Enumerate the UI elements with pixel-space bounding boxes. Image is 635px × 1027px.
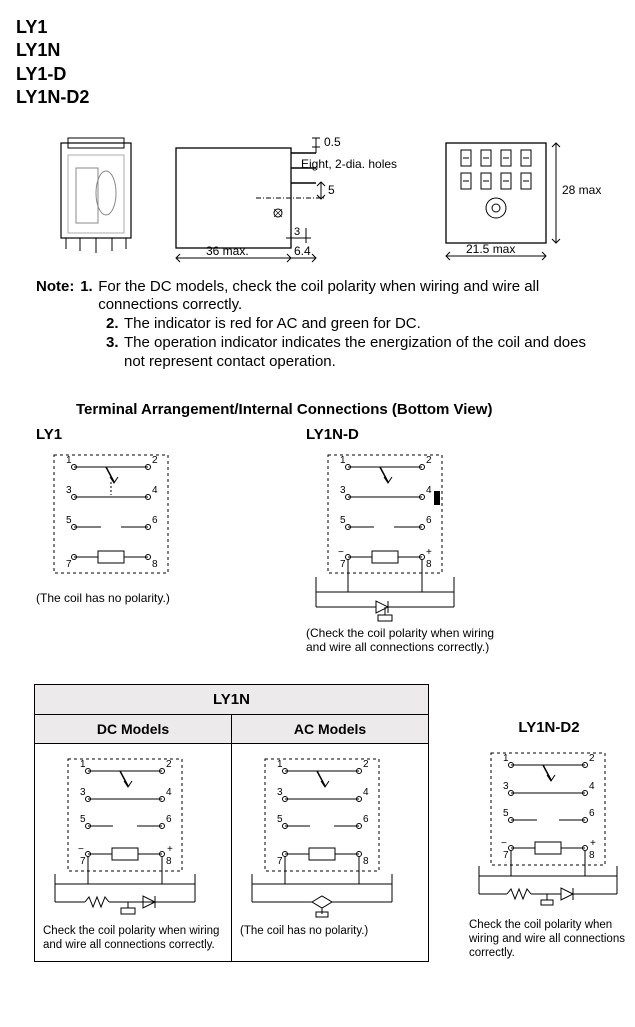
relay-footprint: 28 max 21.5 max [436, 128, 616, 268]
svg-text:+: + [590, 838, 596, 849]
note-number: 2. [106, 315, 124, 334]
schematic-ly1: 1 2 3 4 5 6 7 8 [36, 447, 186, 587]
svg-text:5: 5 [66, 515, 72, 526]
svg-text:5: 5 [277, 814, 283, 825]
schematic-label: LY1N-D [306, 426, 506, 443]
svg-text:2: 2 [166, 759, 172, 770]
schematic-ly1n-d: 1 2 3 4 5 6 −7 +8 [306, 447, 476, 622]
notes-block: Note: 1. For the DC models, check the co… [36, 278, 599, 372]
svg-text:8: 8 [363, 856, 369, 867]
svg-text:7: 7 [80, 856, 86, 867]
svg-text:5: 5 [340, 515, 346, 526]
model-name: LY1 [16, 16, 619, 39]
svg-text:−: − [338, 547, 344, 558]
schematic-caption: Check the coil polarity when wiring and … [469, 919, 629, 960]
note-text: For the DC models, check the coil polari… [98, 278, 599, 316]
svg-text:4: 4 [166, 787, 172, 798]
svg-text:3: 3 [340, 485, 346, 496]
note-number: 1. [80, 278, 98, 316]
svg-text:−: − [501, 838, 507, 849]
relay-iso-icon [46, 133, 146, 263]
svg-text:1: 1 [503, 753, 509, 764]
svg-text:5: 5 [80, 814, 86, 825]
section-title: Terminal Arrangement/Internal Connection… [76, 401, 619, 418]
svg-text:5: 5 [503, 808, 509, 819]
svg-text:4: 4 [152, 485, 158, 496]
schematic-caption: Check the coil polarity when wiring and … [43, 925, 223, 953]
svg-text:1: 1 [340, 455, 346, 466]
column-header: AC Models [232, 715, 428, 744]
schematic-label: LY1N-D2 [469, 719, 629, 736]
svg-text:3: 3 [277, 787, 283, 798]
svg-text:7: 7 [66, 559, 72, 570]
schematic-label: LY1 [36, 426, 186, 443]
model-name: LY1N [16, 39, 619, 62]
dim-label: 5 [328, 183, 335, 197]
svg-text:8: 8 [426, 559, 432, 570]
note-text: The indicator is red for AC and green fo… [124, 315, 421, 334]
column-header: DC Models [35, 715, 232, 744]
dim-label: 6.4 [294, 244, 311, 258]
note-text: The operation indicator indicates the en… [124, 334, 599, 372]
svg-text:−: − [78, 844, 84, 855]
svg-text:+: + [167, 844, 173, 855]
svg-text:3: 3 [80, 787, 86, 798]
svg-text:3: 3 [66, 485, 72, 496]
schematic-ly1n-dc: 1 2 3 4 5 6 −7 +8 [43, 754, 223, 919]
schematic-ly1n-d2: 1 2 3 4 5 6 −7 +8 [469, 748, 635, 913]
model-name: LY1N-D2 [16, 86, 619, 109]
table-title: LY1N [35, 685, 428, 715]
dim-label: 28 max [562, 183, 601, 197]
svg-text:1: 1 [277, 759, 283, 770]
svg-text:2: 2 [363, 759, 369, 770]
svg-text:2: 2 [152, 455, 158, 466]
svg-text:6: 6 [426, 515, 432, 526]
note-number: 3. [106, 334, 124, 372]
dim-label: 21.5 max [466, 242, 515, 256]
svg-text:8: 8 [589, 850, 595, 861]
svg-text:+: + [426, 547, 432, 558]
svg-text:6: 6 [166, 814, 172, 825]
model-name: LY1-D [16, 63, 619, 86]
svg-text:6: 6 [363, 814, 369, 825]
svg-text:8: 8 [152, 559, 158, 570]
svg-text:7: 7 [340, 559, 346, 570]
svg-text:1: 1 [66, 455, 72, 466]
svg-text:4: 4 [589, 781, 595, 792]
relay-side-view: 0.5 Eight, 2-dia. holes 5 3 36 max. 6.4 [166, 128, 416, 268]
dim-label: 36 max. [206, 244, 249, 258]
svg-text:7: 7 [277, 856, 283, 867]
bottom-section: LY1N DC Models AC Models 1 2 3 4 5 6 [34, 684, 619, 962]
schematic-caption: (The coil has no polarity.) [36, 591, 186, 605]
terminal-row-1: LY1 1 2 3 4 5 6 7 8 [36, 426, 599, 654]
svg-text:1: 1 [80, 759, 86, 770]
svg-text:4: 4 [426, 485, 432, 496]
schematic-caption: (Check the coil polarity when wiring and… [306, 626, 506, 654]
dimension-diagrams: 0.5 Eight, 2-dia. holes 5 3 36 max. 6.4 [46, 128, 619, 268]
dim-label: 3 [294, 226, 300, 238]
svg-text:2: 2 [589, 753, 595, 764]
ly1n-table: LY1N DC Models AC Models 1 2 3 4 5 6 [34, 684, 429, 962]
svg-text:2: 2 [426, 455, 432, 466]
model-list: LY1 LY1N LY1-D LY1N-D2 [16, 16, 619, 110]
note-label: Note: [36, 278, 80, 316]
svg-text:3: 3 [503, 781, 509, 792]
dim-label: Eight, 2-dia. holes [301, 157, 397, 171]
dim-label: 0.5 [324, 135, 341, 149]
schematic-caption: (The coil has no polarity.) [240, 925, 420, 939]
svg-text:8: 8 [166, 856, 172, 867]
svg-text:4: 4 [363, 787, 369, 798]
svg-text:6: 6 [152, 515, 158, 526]
svg-text:7: 7 [503, 850, 509, 861]
schematic-ly1n-ac: 1 2 3 4 5 6 7 8 [240, 754, 420, 919]
svg-text:6: 6 [589, 808, 595, 819]
